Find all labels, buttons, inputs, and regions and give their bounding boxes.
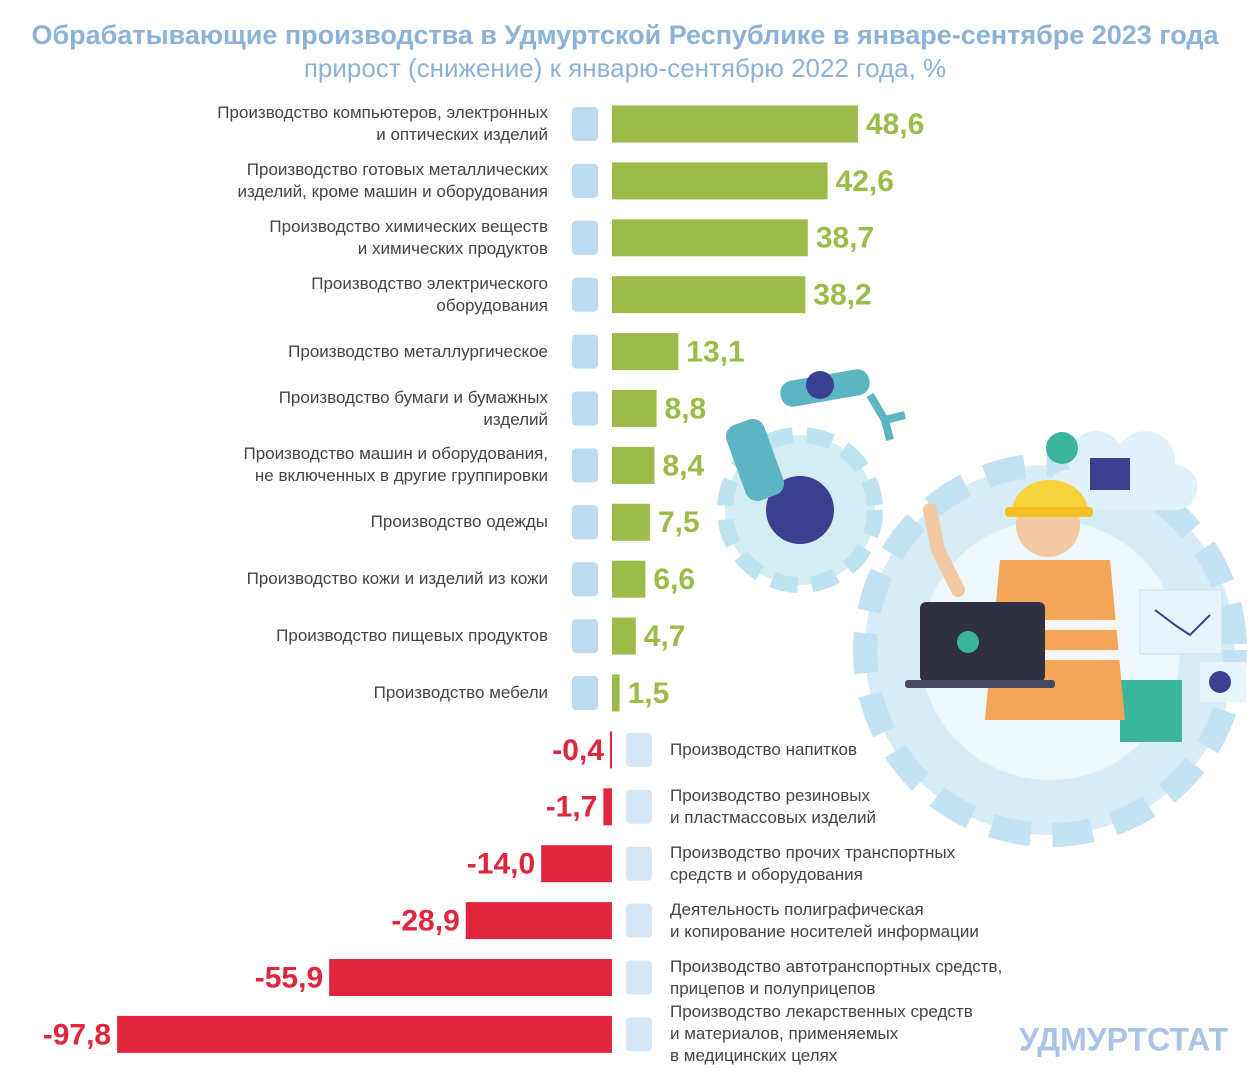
bar [603, 788, 612, 826]
category-label: Производство резиновых и пластмассовых и… [670, 785, 876, 827]
category-label: Производство машин и оборудования, не вк… [243, 444, 549, 486]
bar [612, 219, 808, 257]
bar [612, 674, 620, 712]
icon [572, 277, 598, 312]
bar [609, 731, 612, 769]
category-label: Производство одежды [370, 512, 548, 532]
value-label: 8,8 [665, 392, 707, 425]
icon [572, 619, 598, 654]
value-label: -28,9 [391, 905, 459, 938]
category-label: Производство автотранспортных средств, п… [670, 956, 1003, 998]
icon [572, 107, 598, 141]
value-label: 42,6 [836, 165, 894, 198]
icon [572, 448, 598, 483]
icon [572, 220, 598, 255]
value-label: 7,5 [658, 506, 700, 539]
category-label: Производство химических веществ и химиче… [269, 216, 548, 258]
category-label: Производство пищевых продуктов [276, 626, 548, 646]
icon [626, 846, 652, 881]
bar [612, 446, 655, 484]
value-label: -97,8 [43, 1018, 111, 1051]
bar [612, 162, 828, 200]
illustration [717, 369, 1247, 847]
value-label: 38,2 [813, 279, 871, 312]
category-label: Производство бумаги и бумажных изделий [278, 387, 548, 429]
bar [612, 276, 806, 314]
category-label: Производство прочих транспортных средств… [670, 842, 956, 884]
bar [117, 1015, 612, 1053]
bar [465, 902, 612, 940]
icon [626, 903, 652, 938]
chart-subtitle: прирост (снижение) к январю-сентябрю 202… [304, 53, 946, 83]
icon [626, 960, 652, 995]
value-label: 6,6 [653, 563, 695, 596]
category-label: Производство мебели [373, 683, 548, 702]
value-label: 1,5 [628, 677, 670, 710]
category-label: Производство электрического оборудования [311, 273, 548, 315]
bar [612, 105, 858, 143]
value-label: -14,0 [467, 848, 535, 881]
icon [572, 505, 598, 540]
icon [572, 562, 598, 597]
bar [541, 845, 612, 883]
icon [572, 163, 598, 198]
bar [612, 503, 650, 541]
brand: УДМУРТСТАТ [1019, 1021, 1228, 1057]
icon [626, 789, 652, 824]
chart-title: Обрабатывающие производства в Удмуртской… [31, 20, 1219, 50]
category-label: Производство лекарственных средств и мат… [670, 1002, 973, 1066]
value-label: -1,7 [546, 791, 598, 824]
value-label: -0,4 [552, 734, 604, 767]
icon [572, 676, 598, 710]
value-label: 48,6 [866, 108, 924, 141]
icon [572, 334, 598, 369]
icon [572, 391, 598, 426]
category-label: Производство готовых металлических издел… [237, 159, 548, 201]
icon [626, 732, 652, 767]
bar [329, 959, 612, 996]
value-label: 8,4 [663, 449, 705, 482]
value-label: 13,1 [686, 336, 744, 369]
value-label: -55,9 [255, 961, 323, 994]
category-label: Деятельность полиграфическая и копирован… [670, 899, 979, 941]
bar [612, 390, 657, 427]
value-label: 4,7 [644, 620, 686, 653]
bar [612, 560, 646, 598]
category-label: Производство напитков [670, 739, 858, 759]
category-label: Производство компьютеров, электронных и … [217, 103, 548, 144]
category-label: Производство кожи и изделий из кожи [246, 569, 548, 589]
value-label: 38,7 [816, 222, 874, 255]
category-label: Производство металлургическое [288, 341, 548, 361]
bar [612, 333, 679, 371]
bar [612, 617, 636, 655]
icon [626, 1017, 652, 1052]
